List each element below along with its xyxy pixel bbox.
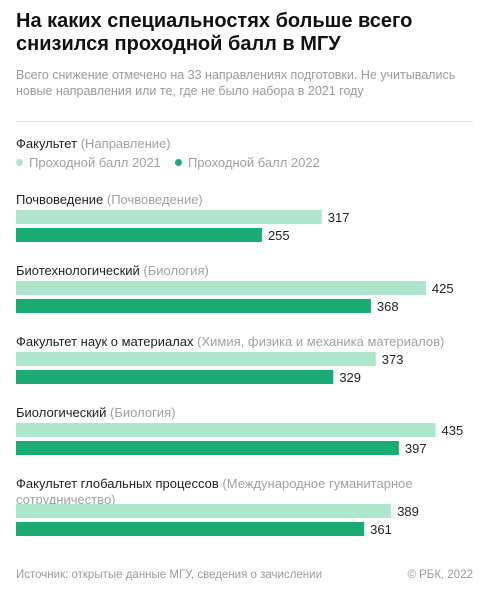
category-label: Биологический (Биология) [16,405,175,420]
direction-name: (Биология) [143,263,208,278]
legend-faculty-label: Факультет [16,136,78,151]
bar-value-label-2021: 435 [442,423,464,438]
direction-name: (Международное гуманитарное [222,476,412,491]
bar-value-label-2022: 361 [370,522,392,537]
direction-name: (Химия, физика и механика материалов) [197,334,444,349]
bar-2022 [16,441,399,455]
footer: Источник: открытые данные МГУ, сведения … [16,569,473,581]
legend-item-2021: Проходной балл 2021 [16,155,161,170]
faculty-name: Биотехнологический [16,263,143,278]
bar-2021 [16,281,426,295]
legend: Проходной балл 2021 Проходной балл 2022 [16,155,334,170]
bar-value-label-2022: 255 [268,228,290,243]
legend-swatch-2021 [16,159,23,166]
chart-title: На каких специальностях больше всего сни… [16,10,413,55]
copyright: © РБК, 2022 [407,569,473,581]
category-label: Биотехнологический (Биология) [16,263,209,278]
legend-label-2022: Проходной балл 2022 [187,155,320,170]
bar-2022 [16,228,262,242]
bar-value-label-2021: 425 [432,281,454,296]
faculty-name: Факультет наук о материалах [16,334,197,349]
bar-2021 [16,352,376,366]
bar-value-label-2022: 368 [377,299,399,314]
direction-name: (Биология) [110,405,175,420]
bar-value-label-2022: 329 [339,370,361,385]
header-divider [16,121,473,122]
legend-header: Факультет (Направление) [16,136,171,151]
direction-name: (Почвоведение) [107,192,203,207]
bar-value-label-2022: 397 [405,441,427,456]
chart-subtitle: Всего снижение отмечено на 33 направлени… [16,68,456,98]
faculty-name: Биологический [16,405,110,420]
bar-value-label-2021: 389 [397,504,419,519]
direction-name-cont: сотрудничество) [16,492,116,507]
bar-chart: Почвоведение (Почвоведение) 317 255 Биотехн… [16,192,464,537]
category-label: Почвоведение (Почвоведение) [16,192,203,207]
bar-2021 [16,423,436,437]
bar-2021 [16,210,322,224]
bar-value-label-2021: 373 [382,352,404,367]
source-note: Источник: открытые данные МГУ, сведения … [16,569,323,581]
legend-direction-label: (Направление) [80,136,171,151]
bar-2022 [16,522,365,536]
legend-swatch-2022 [174,159,182,166]
bar-2022 [16,370,334,384]
legend-item-2022: Проходной балл 2022 [174,155,320,170]
bar-2021 [16,504,392,518]
faculty-name: Почвоведение [16,192,107,207]
bar-value-label-2021: 317 [328,210,350,225]
category-label: Факультет наук о материалах (Химия, физи… [16,334,444,349]
faculty-name: Факультет глобальных процессов [16,476,222,491]
category-label: Факультет глобальных процессов (Междунар… [16,476,413,507]
legend-label-2021: Проходной балл 2021 [29,155,161,170]
bar-2022 [16,299,371,313]
